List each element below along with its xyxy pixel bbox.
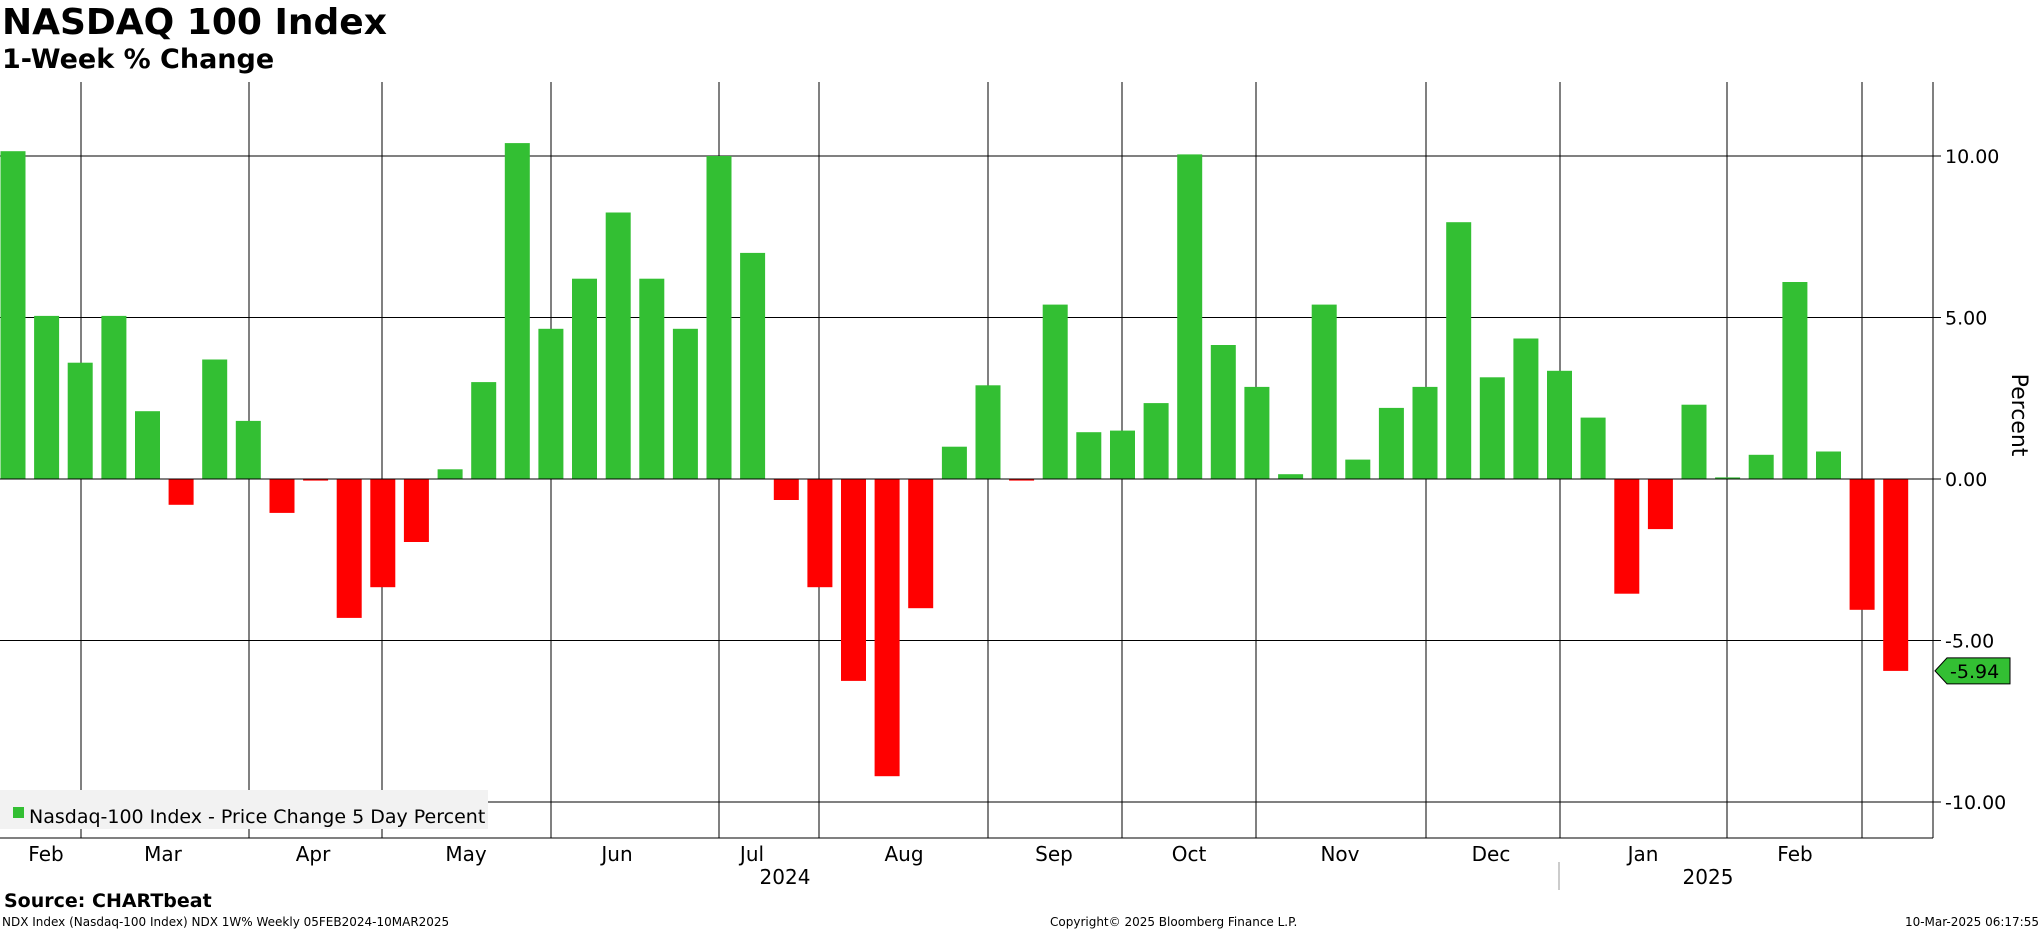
- y-tick-label: 0.00: [1945, 469, 1987, 491]
- bar: [1446, 222, 1472, 479]
- bar: [1278, 474, 1304, 479]
- bar-chart: 10.00 5.00 0.00 -5.00 -10.00 Percent Feb Mar Apr…: [0, 82, 2031, 890]
- bar: [1849, 479, 1875, 610]
- bar: [101, 315, 127, 479]
- chart-subtitle: 1-Week % Change: [2, 44, 275, 75]
- axis-layer: 10.00 5.00 0.00 -5.00 -10.00 Percent Feb Mar Apr…: [0, 82, 2031, 890]
- bar: [504, 143, 530, 479]
- bar: [1647, 479, 1673, 530]
- bar: [168, 479, 194, 505]
- bar: [1748, 454, 1774, 479]
- bar: [135, 411, 160, 479]
- bar: [538, 328, 564, 479]
- x-month-label: Oct: [1172, 842, 1207, 866]
- bar: [437, 469, 463, 479]
- bar: [1412, 386, 1438, 479]
- bar: [1244, 386, 1270, 479]
- last-value-box: [1934, 657, 2011, 685]
- bar: [572, 278, 597, 479]
- bars-layer: [0, 143, 1909, 777]
- bar: [303, 479, 329, 481]
- bar: [639, 278, 665, 479]
- bar: [370, 479, 396, 588]
- bar: [841, 479, 866, 681]
- bar: [67, 362, 93, 479]
- bar: [1076, 432, 1102, 479]
- bar: [1042, 304, 1068, 479]
- bar: [0, 151, 26, 479]
- y-tick-label: -5.00: [1945, 631, 1994, 653]
- legend-background: [0, 790, 488, 829]
- bar: [941, 446, 967, 479]
- bar: [605, 212, 631, 479]
- bar: [34, 315, 60, 479]
- bar: [908, 479, 934, 609]
- x-month-label: Nov: [1320, 842, 1359, 866]
- bar: [1110, 430, 1135, 479]
- x-month-label: Feb: [1777, 842, 1812, 866]
- bar: [1547, 370, 1572, 479]
- y-tick-label: 5.00: [1945, 308, 1987, 330]
- bar: [1177, 154, 1203, 479]
- legend-label: Nasdaq-100 Index - Price Change 5 Day Pe…: [29, 806, 485, 828]
- y-tick-label: 10.00: [1945, 146, 1999, 168]
- bar: [403, 479, 429, 542]
- x-month-label: Jun: [599, 842, 632, 866]
- x-month-label: Jul: [738, 842, 764, 866]
- source-note: Source: CHARTbeat: [4, 890, 212, 912]
- bar: [1580, 417, 1606, 479]
- y-axis-title: Percent: [2006, 374, 2031, 457]
- bar: [1479, 377, 1505, 479]
- bar: [1715, 477, 1741, 479]
- footer-copyright: Copyright© 2025 Bloomberg Finance L.P.: [1050, 915, 1298, 929]
- bar: [1143, 403, 1169, 479]
- bar: [269, 479, 295, 513]
- bar: [773, 479, 799, 500]
- x-year-label: 2025: [1683, 865, 1734, 889]
- bar: [1009, 479, 1035, 481]
- legend-swatch: [13, 807, 24, 818]
- bar: [1614, 479, 1640, 594]
- bar: [807, 479, 833, 588]
- x-month-label: Apr: [296, 842, 331, 866]
- bar: [874, 479, 900, 777]
- bar: [706, 156, 732, 479]
- x-month-label: Mar: [144, 842, 183, 866]
- bar: [202, 359, 228, 479]
- bar: [1311, 304, 1337, 479]
- bar: [1378, 407, 1404, 479]
- bar: [471, 382, 497, 479]
- chart-title: NASDAQ 100 Index: [2, 2, 387, 43]
- y-tick-label: -10.00: [1945, 792, 2006, 814]
- x-year-label: 2024: [760, 865, 811, 889]
- footer-info: NDX Index (Nasdaq-100 Index) NDX 1W% Wee…: [2, 915, 450, 929]
- chart-legend: Nasdaq-100 Index - Price Change 5 Day Pe…: [0, 790, 488, 829]
- footer-timestamp: 10-Mar-2025 06:17:55: [1904, 915, 2039, 929]
- bar: [336, 479, 362, 618]
- bar: [975, 385, 1001, 479]
- x-month-label: Dec: [1472, 842, 1511, 866]
- bar: [1782, 282, 1808, 479]
- bar: [1210, 345, 1236, 479]
- bar: [235, 420, 261, 479]
- x-month-label: Sep: [1035, 842, 1073, 866]
- bar: [740, 252, 766, 479]
- bar: [672, 328, 698, 479]
- x-month-label: Aug: [884, 842, 923, 866]
- bar: [1883, 479, 1909, 671]
- bar: [1345, 459, 1371, 479]
- last-value-marker: -5.94: [1934, 657, 2011, 685]
- bar: [1816, 451, 1841, 479]
- x-month-label: May: [445, 842, 487, 866]
- bar: [1513, 338, 1539, 479]
- x-month-label: Feb: [28, 842, 63, 866]
- bar: [1681, 404, 1707, 479]
- x-month-label: Jan: [1626, 842, 1659, 866]
- last-value-label: -5.94: [1950, 661, 1999, 683]
